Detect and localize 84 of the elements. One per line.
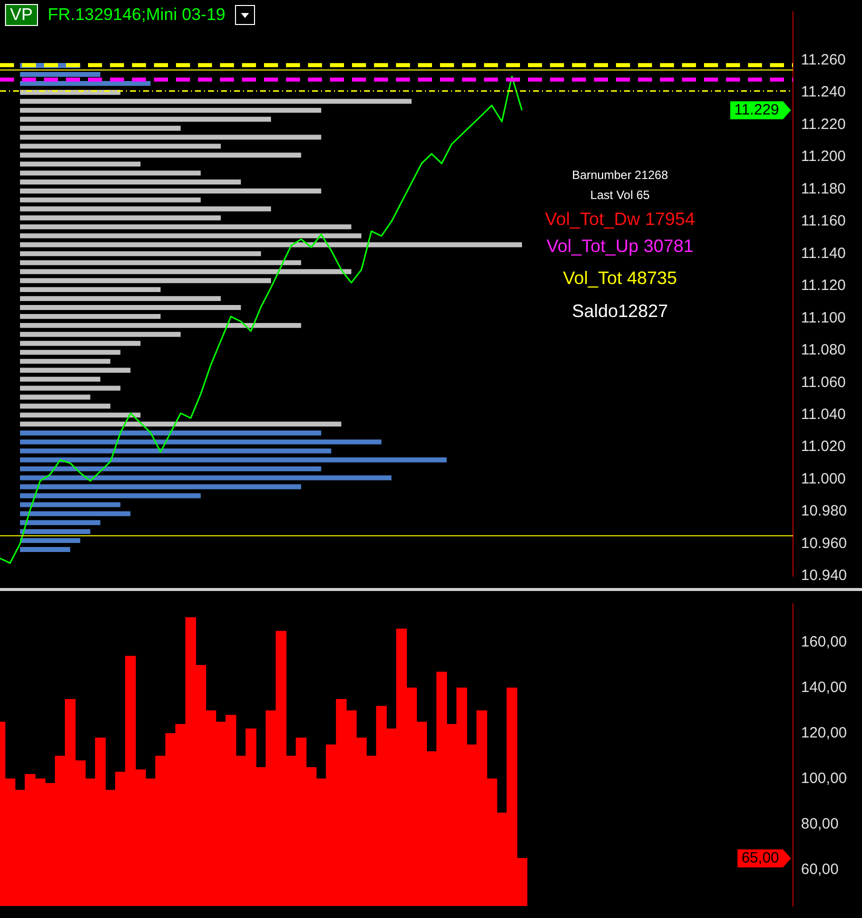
bar [20,484,302,489]
annotation: 11.229 [734,101,779,118]
y-tick-label: 80,00 [801,815,839,832]
y-tick-label: 11.120 [801,277,846,294]
bar [20,170,201,176]
y-tick-label: 11.080 [801,342,846,359]
y-tick-label: 11.160 [801,212,846,230]
bar [20,224,352,229]
y-tick-label: 140,00 [801,679,847,696]
bar [20,358,110,364]
bar [20,492,201,498]
y-tick-label: 100,00 [801,770,847,787]
bar [20,143,221,148]
bar [20,134,322,140]
bar [20,528,90,534]
bar [20,331,181,336]
y-tick-label: 120,00 [801,724,847,742]
bar [20,538,80,543]
y-tick-label: 11.100 [801,309,846,326]
y-tick-label: 60,00 [801,860,839,878]
annotation: Vol_Tot_Up 30781 [545,236,695,258]
y-tick-label: 11.020 [801,438,846,456]
y-tick-label: 11.000 [801,470,846,488]
bar [20,179,241,184]
y-tick-label: 11.260 [801,51,846,68]
bar [20,71,100,76]
bar [20,286,161,292]
bar [20,349,120,354]
bar [20,268,352,274]
bar [20,394,90,400]
bar [20,314,161,318]
chart-title: FR.1329146;Mini 03-19 [48,5,226,25]
bar [20,98,412,104]
y-tick-label: 11.220 [801,116,846,133]
y-tick-label: 11.180 [801,180,846,198]
annotation: Barnumber 21268 [570,168,670,182]
bar [20,278,271,283]
bar [20,196,201,202]
bar [20,214,221,220]
y-tick-label: 10.960 [801,534,847,552]
bar [20,421,342,426]
bar [20,403,110,408]
bar [20,502,120,507]
bar [20,152,302,158]
annotation: Saldo12827 [570,301,670,323]
bar [20,385,120,390]
bar [20,466,322,471]
bar [20,456,447,462]
annotation: Vol_Tot_Dw 17954 [544,209,696,231]
y-tick-label: 11.240 [801,84,846,101]
annotation: 65,00 [741,849,780,866]
annotation: Vol_Tot 48735 [562,268,678,290]
bar [20,322,302,328]
y-tick-label: 10.980 [801,502,847,520]
bar [20,546,70,552]
bar [20,232,362,238]
bar [20,510,130,516]
bar [20,116,271,122]
bar [20,367,130,372]
bar [20,439,382,444]
y-tick-label: 10.940 [801,567,847,584]
bar [20,448,332,453]
annotation: Last Vol 65 [589,188,651,202]
bar [20,340,140,346]
bar [20,412,140,418]
bar [20,188,322,193]
y-tick-label: 11.040 [801,406,846,423]
bar [20,250,261,256]
bar [20,474,392,480]
bar [20,125,181,130]
chart-subtitle: VP [5,4,38,26]
bar [20,520,100,525]
y-tick-label: 11.060 [801,374,846,391]
bar [20,296,221,301]
bar [20,376,100,382]
y-tick-label: 11.140 [801,244,846,262]
bar [20,206,271,211]
bar [20,304,241,310]
bar [20,260,302,265]
y-tick-label: 160,00 [801,634,847,651]
y-tick-label: 11.200 [801,148,846,166]
bar [20,107,322,112]
bar [20,161,140,166]
bar [20,430,322,435]
